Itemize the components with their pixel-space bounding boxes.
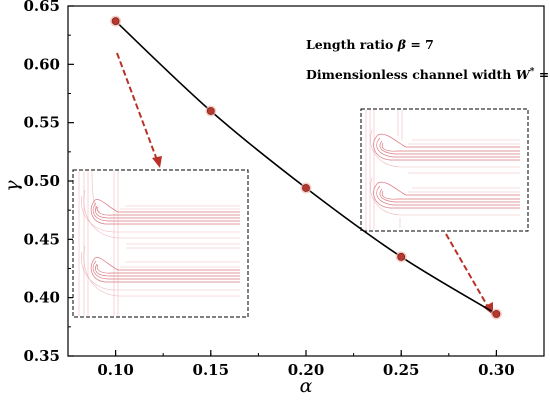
tick-labels: 0.10 0.15 0.20 0.25 0.30 0.35 0.40 0.45 0.50 0.55… xyxy=(23,0,514,379)
x-axis-label: α xyxy=(300,375,313,397)
inset-right-streamlines xyxy=(365,110,520,230)
data-point xyxy=(302,184,310,192)
data-markers xyxy=(110,15,502,320)
arrow-left-head xyxy=(152,156,162,168)
y-tick-label: 0.65 xyxy=(23,0,60,15)
y-tick-label: 0.55 xyxy=(23,114,60,132)
data-point xyxy=(206,107,215,115)
y-tick-label: 0.35 xyxy=(23,347,60,365)
y-axis-label: γ xyxy=(1,180,23,192)
arrow-left-inset xyxy=(116,52,158,161)
x-tick-label: 0.25 xyxy=(383,361,420,379)
x-tick-label: 0.10 xyxy=(97,361,134,379)
y-tick-label: 0.45 xyxy=(23,230,60,248)
x-tick-label: 0.15 xyxy=(193,361,230,379)
inset-right xyxy=(360,108,529,232)
arrow-right-inset xyxy=(445,233,489,308)
y-tick-label: 0.60 xyxy=(23,55,60,73)
annotation-channel-width: Dimensionless channel width W* = 2 xyxy=(306,67,550,82)
inset-left-streamlines xyxy=(78,170,240,316)
y-tick-label: 0.40 xyxy=(23,289,60,307)
axis-ticks xyxy=(67,5,545,357)
x-tick-label: 0.20 xyxy=(288,361,325,379)
y-tick-label: 0.50 xyxy=(23,172,60,190)
data-point xyxy=(397,252,406,261)
data-point xyxy=(492,310,501,318)
annotation-length-ratio: Length ratio β = 7 xyxy=(306,37,434,52)
data-point xyxy=(111,17,120,26)
x-tick-label: 0.30 xyxy=(478,361,515,379)
inset-left xyxy=(72,169,249,318)
